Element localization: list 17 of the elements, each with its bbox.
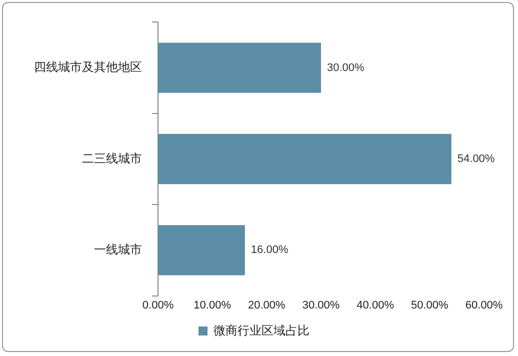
x-tick-label: 40.00%	[356, 299, 394, 312]
x-tick-label: 0.00%	[142, 299, 174, 312]
data-label: 30.00%	[327, 62, 365, 74]
data-label: 54.00%	[457, 153, 495, 166]
x-tick-label: 20.00%	[248, 299, 286, 312]
x-tick-label: 50.00%	[411, 299, 449, 312]
x-tick-label: 60.00%	[465, 299, 503, 312]
y-tick-label: 二三线城市	[82, 151, 142, 166]
bar	[158, 134, 452, 184]
legend-label: 微商行业区域占比	[214, 323, 310, 338]
y-tick-label: 一线城市	[94, 242, 142, 257]
y-tick-label: 四线城市及其他地区	[34, 60, 142, 74]
x-tick-label: 10.00%	[194, 299, 232, 312]
bar	[158, 225, 245, 276]
bar	[158, 42, 321, 93]
data-label: 16.00%	[250, 244, 288, 256]
x-tick-label: 30.00%	[302, 299, 340, 312]
